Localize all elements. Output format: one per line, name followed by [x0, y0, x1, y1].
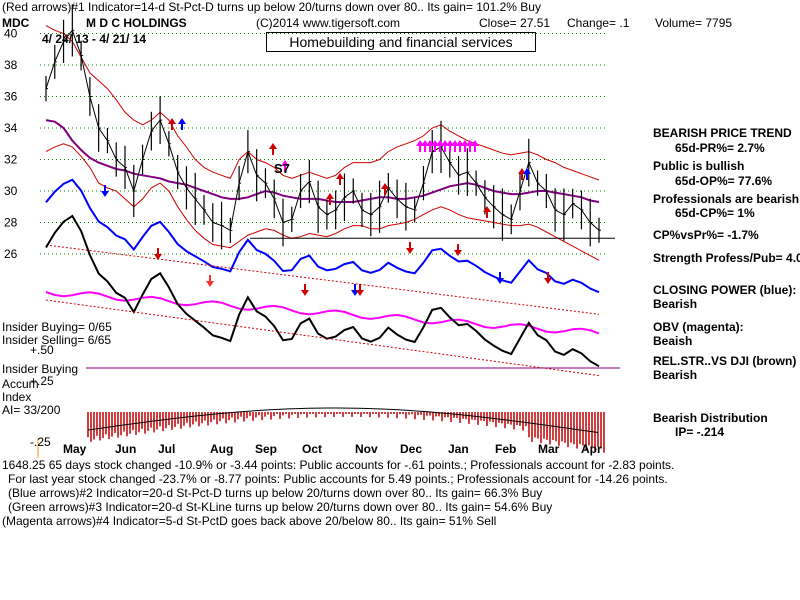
y-tick-label: 40: [4, 27, 18, 41]
y-axis-tick-labels: 26 28 30 32 34 36 38 40: [4, 27, 18, 262]
signal-arrow-head: [301, 290, 309, 296]
ticker: MDC: [2, 16, 30, 30]
lower-band-line: [45, 143, 600, 261]
signal-arrow-head: [406, 248, 414, 254]
ai-value: AI= 33/200: [2, 403, 61, 417]
signal-arrow-head: [101, 191, 109, 197]
professionals-status: Professionals are bearish: [653, 192, 800, 206]
moving-average-line: [45, 119, 600, 203]
op-value: 65d-OP%= 77.6%: [675, 174, 773, 188]
accum-label: Accum: [2, 377, 39, 391]
closing-power-line: [45, 178, 600, 294]
insider-buying-count: Insider Buying= 0/65: [2, 320, 112, 334]
relstr-label: REL.STR..VS DJI (brown): [653, 354, 797, 368]
relative-strength-line: [45, 214, 600, 368]
index-label: Index: [2, 390, 32, 404]
signal-arrow-head: [178, 118, 186, 124]
closing-power-label: CLOSING POWER (blue):: [653, 283, 797, 297]
closing-power-status: Bearish: [653, 297, 698, 311]
month-label: Feb: [495, 442, 516, 456]
relative-strength-ma-line: [45, 299, 600, 377]
indicator-1-caption: (Red arrows)#1 Indicator=14-d St-Pct-D t…: [2, 0, 541, 14]
cp-vs-pr: CP%vsPr%= -1.7%: [653, 228, 759, 242]
signal-arrow-head: [281, 160, 289, 166]
public-status: Public is bullish: [653, 159, 745, 173]
month-label: Jan: [448, 442, 469, 456]
signal-arrow-head: [496, 278, 504, 284]
ai-plus25-label: +.25: [30, 374, 54, 388]
s7-label: S7: [274, 161, 290, 176]
footer-year-change: For last year stock changed -23.7% or -8…: [8, 472, 668, 486]
accumulation-bars: [87, 412, 605, 453]
grid-lines: [40, 33, 605, 255]
upper-band-line: [45, 25, 600, 181]
pr-value: 65d-PR%= 2.7%: [675, 141, 765, 155]
relstr-status: Bearish: [653, 368, 698, 382]
price-bars: [45, 4, 601, 250]
y-tick-label: 28: [4, 216, 18, 230]
footer-magenta-arrows: (Magenta arrows)#4 Indicator=5-d St-PctD…: [2, 514, 497, 528]
month-label: May: [63, 442, 87, 456]
signal-arrow-head: [326, 193, 334, 199]
month-label: Dec: [400, 442, 422, 456]
signal-arrow-head: [356, 290, 364, 296]
footer-65-day-change: 1648.25 65 days stock changed -10.9% or …: [2, 458, 675, 472]
y-tick-label: 32: [4, 153, 18, 167]
footer-blue-arrows: (Blue arrows)#2 Indicator=20-d St-Pct-D …: [8, 486, 543, 500]
y-tick-label: 36: [4, 90, 18, 104]
month-label: Oct: [302, 442, 322, 456]
obv-label: OBV (magenta):: [653, 320, 744, 334]
accum-index-ma-line: [87, 407, 599, 433]
y-tick-label: 38: [4, 58, 18, 72]
insider-buying-label: Insider Buying: [2, 362, 79, 376]
month-label: Sep: [255, 442, 277, 456]
signal-arrow-head: [154, 254, 162, 260]
signal-arrow-head: [381, 183, 389, 189]
volume-value: Volume= 7795: [655, 16, 733, 30]
copyright: (C)2014 www.tigersoft.com: [256, 16, 401, 30]
company-name: M D C HOLDINGS: [86, 16, 187, 30]
closing-power-ma-line: [45, 244, 600, 315]
ai-minus25-label: -.25: [30, 435, 51, 449]
strength-ratio: Strength Profess/Pub= 4.0: [653, 251, 800, 265]
close-value: Close= 27.51: [479, 16, 551, 30]
month-label: Nov: [355, 442, 378, 456]
footer-green-arrows: (Green arrows)#3 Indicator=20-d St-KLine…: [8, 500, 553, 514]
signal-arrow-head: [454, 250, 462, 256]
month-label: Jul: [158, 442, 175, 456]
signal-arrow-head: [168, 118, 176, 124]
trend-title: BEARISH PRICE TREND: [653, 126, 792, 140]
month-label: Mar: [538, 442, 560, 456]
obv-line: [45, 291, 600, 335]
month-label: Aug: [210, 442, 233, 456]
obv-status: Beaish: [653, 334, 693, 348]
signal-arrow-head: [544, 278, 552, 284]
change-value: Change= .1: [567, 16, 630, 30]
signal-arrows: [101, 118, 552, 296]
y-tick-label: 34: [4, 121, 18, 135]
month-label: Apr: [581, 442, 602, 456]
chart-title: Homebuilding and financial services: [266, 32, 536, 52]
cp-value: 65d-CP%= 1%: [675, 206, 755, 220]
distribution-label: Bearish Distribution: [653, 411, 768, 425]
signal-arrow-head: [523, 168, 531, 174]
ip-value: IP= -.214: [675, 425, 725, 439]
month-label: Jun: [115, 442, 136, 456]
y-tick-label: 30: [4, 184, 18, 198]
x-axis-month-labels: May Jun Jul Aug Sep Oct Nov Dec Jan Feb Mar Apr: [63, 442, 602, 456]
signal-arrow-head: [206, 281, 214, 287]
signal-arrow-head: [336, 173, 344, 179]
signal-arrow-head: [483, 206, 491, 212]
ai-plus50-label: +.50: [30, 343, 54, 357]
insider-selling-count: Insider Selling= 6/65: [2, 333, 112, 347]
signal-arrow-head: [269, 143, 277, 149]
price-line: [45, 29, 600, 232]
signal-arrow-head: [471, 140, 479, 146]
y-tick-label: 26: [4, 247, 18, 261]
